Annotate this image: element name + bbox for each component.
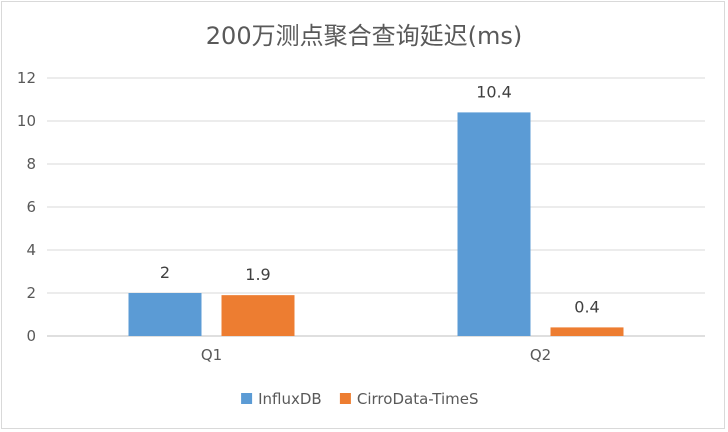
data-label: 0.4 bbox=[574, 297, 599, 316]
legend-label: CirroData-TimeS bbox=[357, 390, 479, 408]
bar-influxdb-q2 bbox=[457, 112, 531, 337]
legend-swatch bbox=[339, 393, 351, 404]
bar-cirrodata-times-q2 bbox=[550, 327, 624, 336]
y-tick-label: 0 bbox=[26, 327, 36, 345]
data-label: 10.4 bbox=[476, 82, 512, 101]
y-tick-label: 8 bbox=[26, 155, 36, 173]
y-tick-label: 2 bbox=[26, 284, 36, 302]
data-label: 1.9 bbox=[245, 265, 270, 284]
legend: InfluxDB CirroData-TimeS bbox=[241, 390, 479, 408]
bar-influxdb-q1 bbox=[128, 293, 202, 336]
y-axis: 0 2 4 6 8 10 12 bbox=[17, 69, 36, 345]
y-tick-label: 4 bbox=[26, 241, 36, 259]
legend-swatch bbox=[241, 393, 253, 404]
y-tick-label: 12 bbox=[17, 69, 36, 87]
x-category-label: Q2 bbox=[530, 346, 551, 364]
bar-cirrodata-times-q1 bbox=[221, 295, 295, 336]
legend-label: InfluxDB bbox=[258, 390, 322, 408]
bars: 2 1.9 10.4 0.4 bbox=[128, 82, 624, 337]
y-tick-label: 6 bbox=[26, 198, 36, 216]
y-tick-label: 10 bbox=[17, 112, 36, 130]
data-label: 2 bbox=[160, 263, 170, 282]
chart-title: 200万测点聚合查询延迟(ms) bbox=[206, 22, 522, 50]
x-category-label: Q1 bbox=[201, 346, 222, 364]
x-axis: Q1 Q2 bbox=[201, 346, 551, 364]
